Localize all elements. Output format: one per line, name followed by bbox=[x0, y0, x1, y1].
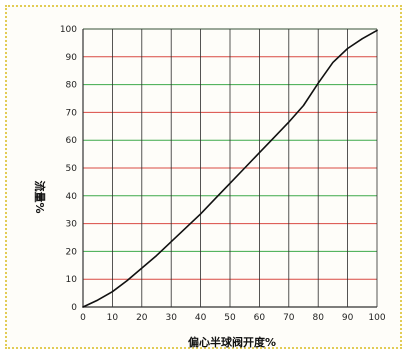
y-tick-label: 40 bbox=[66, 192, 78, 202]
y-tick-label: 50 bbox=[66, 164, 78, 174]
x-tick-label: 40 bbox=[195, 313, 207, 323]
y-tick-label: 100 bbox=[60, 25, 77, 35]
x-tick-label: 10 bbox=[107, 313, 119, 323]
y-axis-title: 流量% bbox=[33, 180, 47, 213]
x-tick-label: 100 bbox=[368, 313, 385, 323]
x-tick-label: 30 bbox=[165, 313, 177, 323]
y-tick-label: 20 bbox=[66, 247, 78, 257]
y-tick-label: 0 bbox=[71, 303, 77, 313]
y-tick-label: 30 bbox=[66, 220, 78, 230]
y-tick-label: 70 bbox=[66, 108, 78, 118]
x-tick-labels: 0 10 20 30 40 50 60 70 80 90 100 bbox=[80, 313, 386, 323]
y-tick-labels: 0 10 20 30 40 50 60 70 80 90 100 bbox=[60, 25, 77, 313]
x-tick-label: 90 bbox=[342, 313, 354, 323]
x-tick-label: 20 bbox=[136, 313, 148, 323]
x-axis-title: 偏心半球阀开度% bbox=[188, 335, 276, 349]
x-tick-label: 50 bbox=[224, 313, 236, 323]
x-tick-label: 70 bbox=[283, 313, 295, 323]
y-tick-label: 80 bbox=[66, 81, 78, 91]
x-tick-label: 60 bbox=[254, 313, 266, 323]
chart-frame bbox=[5, 5, 402, 349]
x-tick-label: 80 bbox=[312, 313, 324, 323]
y-tick-label: 60 bbox=[66, 136, 78, 146]
series-line bbox=[82, 29, 378, 308]
y-tick-label: 90 bbox=[66, 53, 78, 63]
series-group bbox=[82, 29, 378, 308]
y-tick-label: 10 bbox=[66, 275, 78, 285]
grid-lines bbox=[83, 28, 378, 307]
x-tick-label: 0 bbox=[80, 313, 86, 323]
axes bbox=[82, 28, 377, 308]
